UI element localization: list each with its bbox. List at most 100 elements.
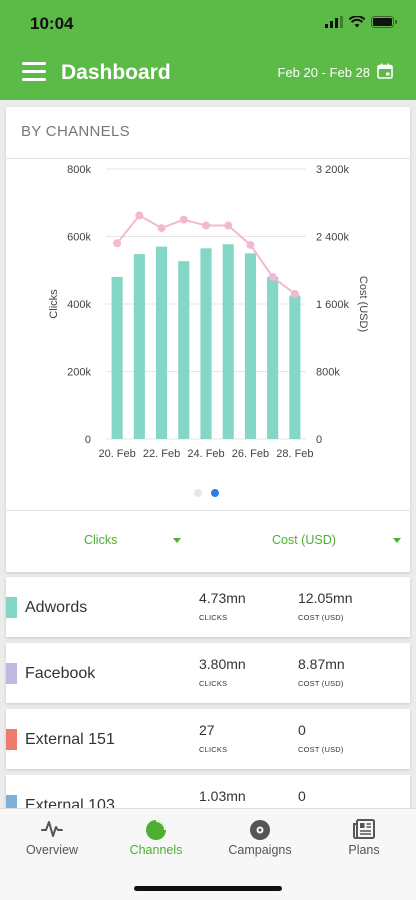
chart-bar xyxy=(267,277,279,439)
chart-bar xyxy=(156,246,168,439)
clicks-value: 27 xyxy=(199,722,215,738)
y-tick-label: 400k xyxy=(67,299,91,311)
cost-value: 8.87mn xyxy=(298,656,345,672)
menu-button[interactable] xyxy=(22,62,46,82)
x-tick-label: 20. Feb xyxy=(98,448,135,460)
cost-label: COST (USD) xyxy=(298,613,344,622)
x-tick-label: 24. Feb xyxy=(187,448,224,460)
nav-item-overview[interactable]: Overview xyxy=(0,809,104,869)
menu-icon-line xyxy=(22,62,46,65)
channel-name: Facebook xyxy=(25,665,96,682)
y-right-axis-title: Cost (USD) xyxy=(357,276,369,332)
cost-value: 12.05mn xyxy=(298,590,353,606)
y-tick-label: 600k xyxy=(67,232,91,244)
channel-card-external-151[interactable]: External 151 27 CLICKS 0 COST (USD) xyxy=(6,709,410,769)
cost-selector[interactable]: Cost (USD) xyxy=(272,533,402,547)
clicks-label: CLICKS xyxy=(199,745,228,754)
y-right-tick-label: 800k xyxy=(316,367,340,379)
y-right-tick-label: 0 xyxy=(316,434,322,446)
chart-point xyxy=(113,239,122,248)
clicks-label: CLICKS xyxy=(199,613,228,622)
y-axis-title: Clicks xyxy=(48,289,60,319)
chart-point xyxy=(157,224,166,233)
home-indicator xyxy=(134,886,282,891)
chart-bar xyxy=(289,295,301,439)
card-title: BY CHANNELS xyxy=(6,107,410,159)
chart-point xyxy=(202,221,210,230)
x-tick-label: 28. Feb xyxy=(276,448,313,460)
cellular-signal-icon xyxy=(325,16,343,28)
y-right-tick-label: 2 400k xyxy=(316,232,350,244)
pager-dot-active[interactable] xyxy=(211,489,219,497)
clicks-value: 1.03mn xyxy=(199,788,246,804)
chart-bar xyxy=(200,248,212,439)
channel-name: External 151 xyxy=(25,731,115,748)
y-right-tick-label: 3 200k xyxy=(316,164,350,176)
nav-label: Campaigns xyxy=(228,843,292,857)
chart-point xyxy=(290,289,299,298)
channel-color-swatch xyxy=(6,597,17,618)
pulse-icon xyxy=(41,821,63,837)
chart-bar xyxy=(178,261,190,439)
app-bar: Dashboard Feb 20 - Feb 28 xyxy=(0,48,416,100)
channel-color-swatch xyxy=(6,795,17,816)
x-tick-label: 22. Feb xyxy=(143,448,180,460)
chart-point xyxy=(246,240,255,249)
pager-dot[interactable] xyxy=(194,489,202,497)
divider xyxy=(6,510,410,511)
y-tick-label: 200k xyxy=(67,367,91,379)
chart-bar xyxy=(133,254,145,439)
chart-point xyxy=(135,211,144,220)
channel-card-facebook[interactable]: Facebook 3.80mn CLICKS 8.87mn COST (USD) xyxy=(6,643,410,703)
nav-label: Channels xyxy=(129,843,183,857)
chevron-down-icon xyxy=(172,538,181,544)
chart-bar xyxy=(244,253,256,439)
by-channels-card: BY CHANNELS 0 200k 400k 600k 800k 0 800k 1 600k… xyxy=(6,107,410,572)
status-bar: 10:04 xyxy=(0,0,416,48)
channel-card-adwords[interactable]: Adwords 4.73mn CLICKS 12.05mn COST (USD) xyxy=(6,577,410,637)
y-right-tick-label: 1 600k xyxy=(316,299,350,311)
menu-icon-line xyxy=(22,70,46,73)
channel-color-swatch xyxy=(6,729,17,750)
y-tick-label: 800k xyxy=(67,164,91,176)
y-tick-label: 0 xyxy=(85,434,91,446)
channel-name: Adwords xyxy=(25,599,88,616)
chart-point xyxy=(268,273,277,281)
x-tick-label: 26. Feb xyxy=(232,448,269,460)
disc-icon xyxy=(250,820,270,840)
chevron-down-icon xyxy=(393,538,402,544)
chart-point xyxy=(224,221,233,230)
status-time: 10:04 xyxy=(30,14,74,33)
menu-icon-line xyxy=(22,78,46,81)
page-title: Dashboard xyxy=(61,61,171,84)
clicks-value: 4.73mn xyxy=(199,590,246,606)
pie-chart-icon xyxy=(146,820,166,840)
date-range-label[interactable]: Feb 20 - Feb 28 xyxy=(277,65,371,80)
cost-label: COST (USD) xyxy=(298,679,344,688)
cost-value: 0 xyxy=(298,722,306,738)
clicks-selector-label: Clicks xyxy=(84,533,118,547)
channel-color-swatch xyxy=(6,663,17,684)
status-icons xyxy=(325,16,398,28)
bottom-nav: Overview Channels Campaigns Plans xyxy=(0,808,416,900)
clicks-value: 3.80mn xyxy=(199,656,246,672)
pager-dots xyxy=(194,489,219,497)
calendar-icon[interactable] xyxy=(377,63,393,79)
cost-selector-label: Cost (USD) xyxy=(272,533,336,547)
clicks-selector[interactable]: Clicks xyxy=(84,533,181,547)
nav-item-channels[interactable]: Channels xyxy=(104,809,208,869)
chart-point xyxy=(179,215,188,224)
clicks-label: CLICKS xyxy=(199,679,228,688)
newspaper-icon xyxy=(353,819,375,839)
nav-label: Plans xyxy=(348,843,380,857)
nav-label: Overview xyxy=(25,843,79,857)
chart-bar xyxy=(111,277,123,439)
cost-value: 0 xyxy=(298,788,306,804)
chart-bar xyxy=(222,244,234,439)
nav-item-campaigns[interactable]: Campaigns xyxy=(208,809,312,869)
wifi-icon xyxy=(349,16,365,28)
cost-label: COST (USD) xyxy=(298,745,344,754)
battery-icon xyxy=(371,16,397,28)
nav-item-plans[interactable]: Plans xyxy=(312,809,416,869)
channels-chart[interactable]: 0 200k 400k 600k 800k 0 800k 1 600k 2 400k 3 200k… xyxy=(6,159,410,509)
